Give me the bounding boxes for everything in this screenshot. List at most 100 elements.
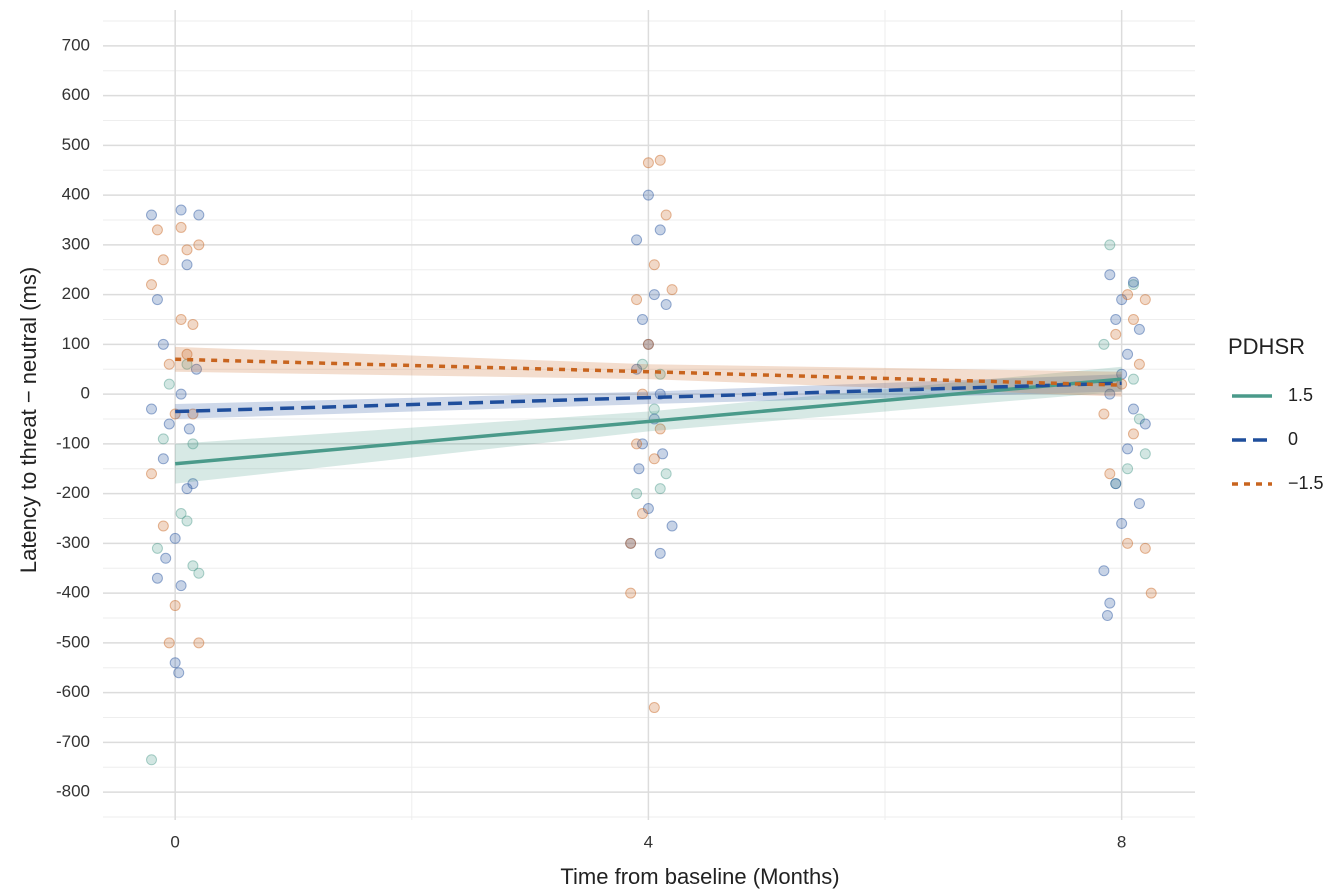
data-point <box>1139 418 1151 430</box>
y-tick-label: 200 <box>62 284 90 303</box>
data-point <box>1127 373 1139 385</box>
y-tick-label: 300 <box>62 234 90 253</box>
data-point <box>1098 408 1110 420</box>
data-point <box>163 637 175 649</box>
y-tick-label: 400 <box>62 185 90 204</box>
data-point <box>1110 478 1122 490</box>
data-point <box>169 657 181 669</box>
data-point <box>666 284 678 296</box>
data-point <box>175 580 187 592</box>
legend-title: PDHSR <box>1228 334 1305 359</box>
data-point <box>642 338 654 350</box>
data-point <box>1104 468 1116 480</box>
data-point <box>654 483 666 495</box>
data-point <box>1145 587 1157 599</box>
data-point <box>1104 239 1116 251</box>
data-point <box>625 537 637 549</box>
legend-label: −1.5 <box>1288 473 1324 493</box>
data-point <box>1133 358 1145 370</box>
data-point <box>1116 294 1128 306</box>
data-point <box>157 254 169 266</box>
data-point <box>1116 517 1128 529</box>
data-point <box>1122 348 1134 360</box>
data-point <box>648 289 660 301</box>
data-point <box>181 483 193 495</box>
y-tick-label: 700 <box>62 35 90 54</box>
data-point <box>636 508 648 520</box>
data-point <box>151 294 163 306</box>
data-point <box>1127 276 1139 288</box>
legend-label: 1.5 <box>1288 385 1313 405</box>
data-point <box>187 318 199 330</box>
data-point <box>1127 428 1139 440</box>
data-point <box>173 667 185 679</box>
data-point <box>187 438 199 450</box>
data-point <box>631 234 643 246</box>
data-point <box>648 259 660 271</box>
data-point <box>175 508 187 520</box>
data-point <box>146 279 158 291</box>
x-tick-label: 4 <box>644 832 653 851</box>
data-point <box>151 572 163 584</box>
data-point <box>151 224 163 236</box>
data-point <box>175 388 187 400</box>
data-point <box>181 244 193 256</box>
data-point <box>169 532 181 544</box>
data-point <box>1122 463 1134 475</box>
data-point <box>160 552 172 564</box>
data-point <box>146 403 158 415</box>
legend-label: 0 <box>1288 429 1298 449</box>
data-point <box>660 299 672 311</box>
y-tick-label: 500 <box>62 135 90 154</box>
data-point <box>648 453 660 465</box>
data-point <box>631 294 643 306</box>
data-point <box>1110 478 1122 490</box>
y-axis-label: Latency to threat − neutral (ms) <box>16 267 41 573</box>
data-point <box>181 259 193 271</box>
data-point <box>636 358 648 370</box>
x-tick-label: 0 <box>170 832 179 851</box>
data-point <box>1133 498 1145 510</box>
data-point <box>1122 443 1134 455</box>
data-point <box>193 567 205 579</box>
data-point <box>1098 565 1110 577</box>
data-point <box>660 209 672 221</box>
data-point <box>636 438 648 450</box>
data-point <box>666 520 678 532</box>
data-point <box>157 520 169 532</box>
data-point <box>169 600 181 612</box>
data-point <box>187 478 199 490</box>
data-point <box>1098 338 1110 350</box>
data-point <box>1104 388 1116 400</box>
data-point <box>1139 448 1151 460</box>
y-tick-label: -100 <box>56 433 90 452</box>
data-point <box>1110 328 1122 340</box>
data-point <box>181 515 193 527</box>
y-tick-label: -400 <box>56 583 90 602</box>
data-point <box>660 468 672 480</box>
data-point <box>187 560 199 572</box>
data-point <box>163 358 175 370</box>
y-tick-label: -500 <box>56 632 90 651</box>
y-tick-label: -200 <box>56 483 90 502</box>
data-point <box>175 313 187 325</box>
data-point <box>1127 279 1139 291</box>
y-tick-label: 0 <box>81 384 90 403</box>
data-point <box>625 587 637 599</box>
data-point <box>163 378 175 390</box>
data-point <box>1133 413 1145 425</box>
data-point <box>181 358 193 370</box>
data-point <box>636 313 648 325</box>
data-point <box>642 503 654 515</box>
data-point <box>625 537 637 549</box>
data-point <box>1110 313 1122 325</box>
data-point <box>175 221 187 233</box>
data-point <box>146 468 158 480</box>
data-point <box>146 754 158 766</box>
y-tick-label: -300 <box>56 533 90 552</box>
data-point <box>654 224 666 236</box>
x-axis-label: Time from baseline (Months) <box>560 864 839 889</box>
data-point <box>1101 610 1113 622</box>
data-point <box>1122 537 1134 549</box>
data-point <box>157 433 169 445</box>
